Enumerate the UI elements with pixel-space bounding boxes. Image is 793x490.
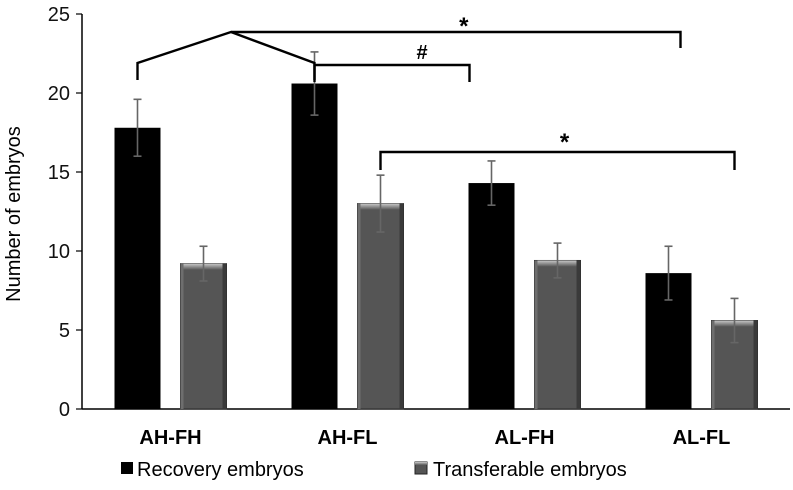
- y-ticks: 0 5 10 15 20 25: [48, 4, 82, 421]
- y-axis-title: Number of embryos: [3, 126, 25, 302]
- bar-transferable: [180, 263, 227, 410]
- x-tick-label: AH-FH: [139, 427, 201, 449]
- bar-transferable: [534, 259, 581, 410]
- legend-item: Transferable embryos: [414, 459, 627, 481]
- bar-recovery: [291, 83, 338, 410]
- legend-swatch: [121, 462, 133, 474]
- legend-label: Transferable embryos: [433, 459, 627, 481]
- bars: [114, 83, 758, 410]
- x-tick-label: AL-FL: [673, 427, 731, 449]
- error-bars: [133, 51, 739, 344]
- significance-marker: *: [459, 13, 469, 40]
- error-bar: [487, 160, 496, 206]
- bar-recovery: [468, 183, 515, 409]
- x-tick-label: AL-FH: [495, 427, 555, 449]
- y-tick-label: 0: [59, 399, 70, 421]
- error-bar: [376, 174, 385, 233]
- legend-item: Recovery embryos: [121, 459, 304, 481]
- legend-swatch: [414, 461, 428, 475]
- error-bar: [553, 242, 562, 279]
- y-tick-label: 15: [48, 162, 70, 184]
- significance-marker: *: [560, 129, 570, 156]
- y-tick-label: 25: [48, 4, 70, 26]
- bar-recovery: [114, 127, 161, 409]
- y-tick-label: 20: [48, 83, 70, 105]
- error-bar: [133, 98, 142, 157]
- significance-marker: #: [416, 42, 427, 64]
- bar-transferable: [357, 203, 404, 410]
- y-tick-label: 5: [59, 320, 70, 342]
- bracket-star-top: *: [136, 13, 682, 80]
- error-bar: [199, 245, 208, 282]
- bracket-star-lower: *: [379, 129, 736, 170]
- error-bar: [664, 245, 673, 301]
- error-bar: [730, 297, 739, 344]
- category-labels: AH-FH AH-FL AL-FH AL-FL: [139, 427, 730, 449]
- legend: Recovery embryos Transferable embryos: [121, 459, 627, 481]
- significance-brackets: * # *: [136, 13, 736, 170]
- bracket-hash: #: [313, 42, 471, 82]
- y-tick-label: 10: [48, 241, 70, 263]
- legend-label: Recovery embryos: [137, 459, 304, 481]
- x-tick-label: AH-FL: [318, 427, 378, 449]
